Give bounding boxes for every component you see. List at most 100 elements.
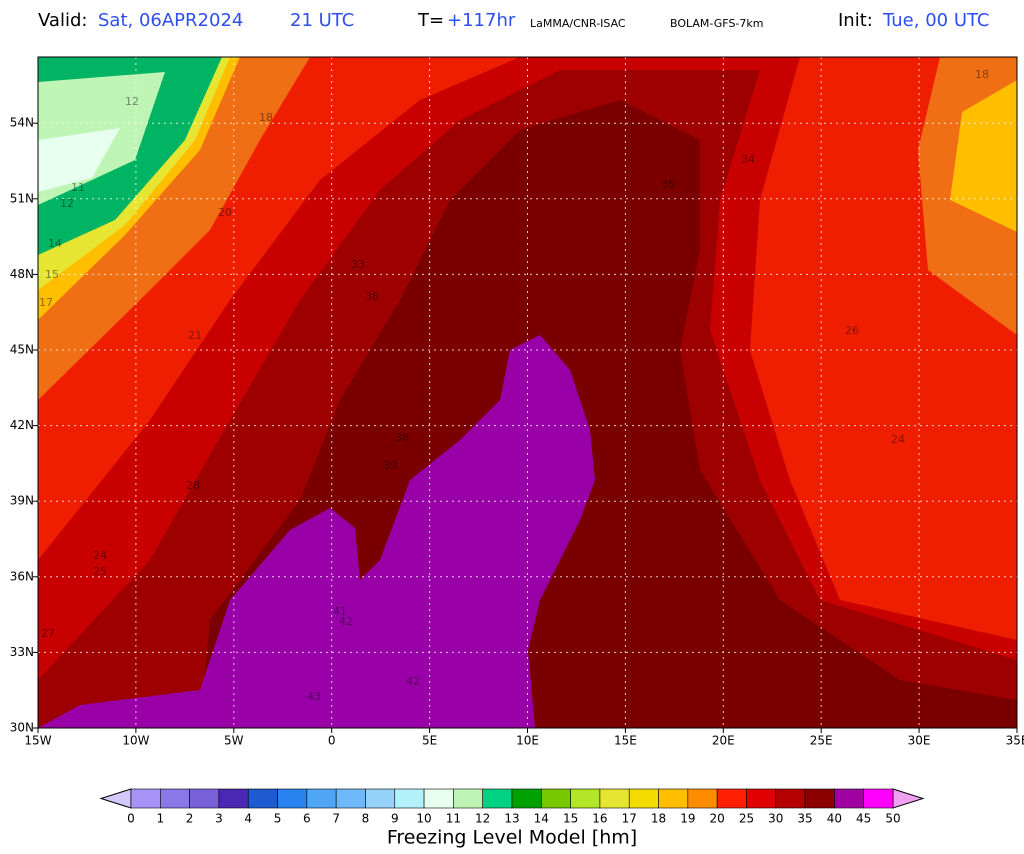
colorbar-swatch	[658, 788, 689, 809]
contour-label: 26	[845, 324, 859, 337]
colorbar-swatch	[335, 788, 366, 809]
colorbar-swatch	[775, 788, 806, 809]
contour-label: 24	[93, 549, 107, 562]
contour-label: 43	[307, 690, 321, 703]
colorbar-label: 4	[244, 812, 252, 826]
x-tick-label: 5W	[224, 734, 244, 748]
colorbar-swatch	[160, 788, 190, 809]
x-tick-label: 15W	[24, 734, 51, 748]
valid-date: Sat, 06APR2024	[98, 10, 243, 31]
x-tick-label: 5E	[422, 734, 437, 748]
colorbar-swatch	[570, 788, 601, 809]
colorbar-swatch	[394, 788, 425, 809]
colorbar-over	[892, 788, 925, 809]
colorbar-label: 5	[274, 812, 282, 826]
x-tick-label: 20E	[712, 734, 735, 748]
x-tick-label: 25E	[810, 734, 833, 748]
contour-label: 34	[741, 153, 755, 166]
x-tick-label: 15E	[614, 734, 637, 748]
t-label: T=	[417, 10, 444, 31]
field-40-45	[38, 335, 595, 728]
x-tick-label: 35E	[1006, 734, 1024, 748]
contour-label: 39	[383, 459, 397, 472]
map: 1211121415171821202425272833363839414243…	[38, 57, 1017, 728]
contour-label: 15	[45, 268, 59, 281]
colorbar-under	[99, 788, 132, 809]
colorbar-label: 15	[563, 812, 578, 826]
colorbar: Freezing Level Model [hm] 0 1 2 3 4 5 6 7 8 9 10 11…	[99, 788, 925, 849]
colorbar-swatch	[277, 788, 308, 809]
field-18-19-east	[950, 80, 1017, 232]
contour-label: 18	[975, 68, 989, 81]
colorbar-label: 9	[391, 812, 399, 826]
colorbar-label: 25	[739, 812, 754, 826]
y-tick-label: 51N	[10, 191, 34, 205]
colorbar-label: 45	[856, 812, 871, 826]
contour-label: 38	[395, 431, 409, 444]
colorbar-swatch	[628, 788, 659, 809]
colorbar-swatch	[863, 788, 894, 809]
source: LaMMA/CNR-ISAC	[530, 17, 626, 30]
contour-label: 42	[406, 675, 420, 688]
colorbar-swatch	[423, 788, 454, 809]
y-tick-label: 54N	[10, 116, 34, 130]
colorbar-swatch	[218, 788, 249, 809]
contour-label: 36	[365, 290, 379, 303]
colorbar-label: 19	[680, 812, 695, 826]
t-value: +117hr	[447, 10, 516, 31]
colorbar-title: Freezing Level Model [hm]	[387, 827, 637, 849]
colorbar-label: 16	[592, 812, 607, 826]
colorbar-swatch	[834, 788, 864, 809]
colorbar-label: 7	[332, 812, 340, 826]
colorbar-swatch	[687, 788, 718, 809]
x-tick-label: 30E	[908, 734, 931, 748]
colorbar-swatch	[716, 788, 747, 809]
colorbar-label: 11	[446, 812, 461, 826]
contour-label: 28	[186, 479, 200, 492]
valid-hour: 21 UTC	[290, 10, 354, 31]
colorbar-label: 40	[827, 812, 842, 826]
init-label: Init:	[838, 10, 873, 31]
valid-label: Valid:	[38, 10, 87, 31]
contour-label: 21	[188, 329, 202, 342]
y-tick-label: 45N	[10, 343, 34, 357]
y-tick-label: 42N	[10, 418, 34, 432]
graticule	[38, 57, 1017, 728]
contour-labels: 1211121415171821202425272833363839414243…	[39, 68, 989, 703]
colorbar-swatch	[746, 788, 777, 809]
contour-label: 12	[60, 197, 74, 210]
colorbar-label: 10	[416, 812, 431, 826]
colorbar-label: 35	[797, 812, 812, 826]
contour-label: 11	[71, 181, 85, 194]
contour-label: 42	[339, 615, 353, 628]
colorbar-label: 0	[127, 812, 135, 826]
y-tick-label: 39N	[10, 494, 34, 508]
contour-label: 20	[218, 206, 232, 219]
colorbar-swatch	[306, 788, 337, 809]
contour-label: 35	[661, 178, 675, 191]
field-10-11	[38, 128, 120, 192]
colorbar-swatch	[804, 788, 835, 809]
header: Valid: Sat, 06APR2024 21 UTC T= +117hr L…	[38, 10, 990, 31]
colorbar-label: 2	[186, 812, 194, 826]
contour-label: 17	[39, 296, 53, 309]
colorbar-swatch	[130, 788, 161, 809]
colorbar-swatch	[511, 788, 542, 809]
y-tick-label: 33N	[10, 645, 34, 659]
contour-label: 12	[125, 95, 139, 108]
contour-label: 18	[259, 111, 273, 124]
colorbar-label: 12	[475, 812, 490, 826]
colorbar-swatch	[541, 788, 571, 809]
contour-label: 14	[48, 237, 62, 250]
colorbar-swatch	[247, 788, 278, 809]
colorbar-label: 18	[651, 812, 666, 826]
model: BOLAM-GFS-7km	[670, 17, 763, 30]
y-tick-label: 30N	[10, 721, 34, 735]
colorbar-label: 20	[710, 812, 725, 826]
contour-label: 25	[93, 565, 107, 578]
colorbar-swatch	[599, 788, 630, 809]
colorbar-swatch	[365, 788, 396, 809]
y-tick-label: 36N	[10, 569, 34, 583]
colorbar-label: 14	[534, 812, 549, 826]
